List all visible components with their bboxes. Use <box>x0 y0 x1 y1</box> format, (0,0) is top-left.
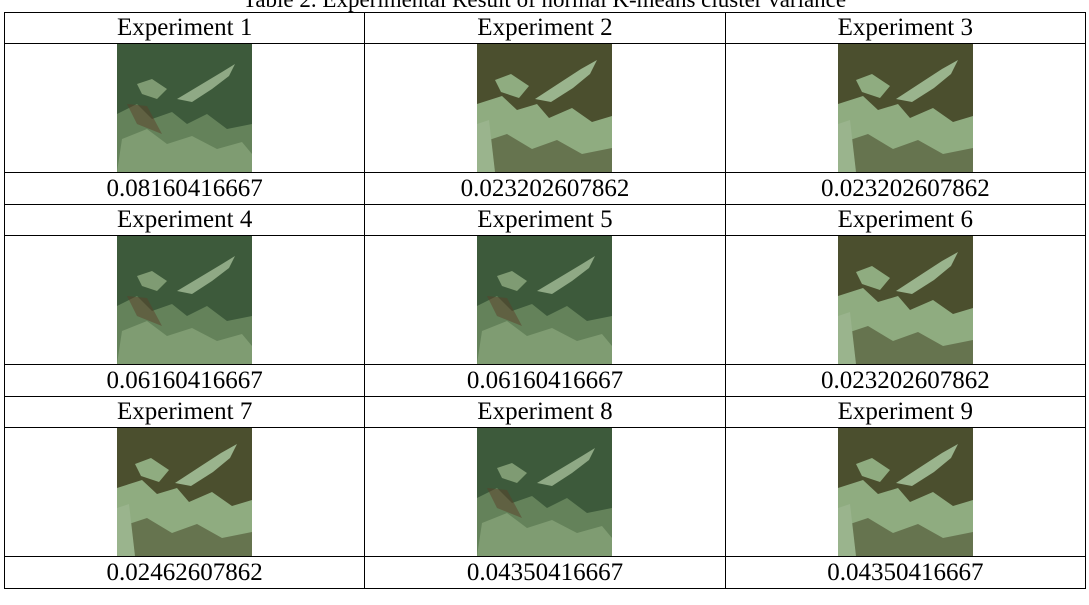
image-cell <box>364 427 726 557</box>
image-row <box>3 235 1087 365</box>
variance-value: 0.023202607862 <box>724 172 1087 205</box>
variance-value: 0.08160416667 <box>3 172 366 205</box>
cluster-image <box>477 236 613 364</box>
cluster-image <box>117 428 253 556</box>
value-row: 0.02462607862 0.04350416667 0.04350416667 <box>3 556 1087 589</box>
image-cell <box>3 427 366 557</box>
experiment-label: Experiment 7 <box>3 396 366 428</box>
experiment-label: Experiment 6 <box>724 204 1087 236</box>
label-row: Experiment 7 Experiment 8 Experiment 9 <box>3 396 1087 428</box>
variance-value: 0.06160416667 <box>364 364 726 397</box>
value-row: 0.06160416667 0.06160416667 0.023202607862 <box>3 364 1087 397</box>
variance-value: 0.02462607862 <box>3 556 366 589</box>
cluster-image <box>117 44 253 172</box>
image-cell <box>724 427 1087 557</box>
image-row <box>3 43 1087 173</box>
image-cell <box>3 235 366 365</box>
image-cell <box>724 43 1087 173</box>
experiment-label: Experiment 1 <box>3 12 366 44</box>
variance-value: 0.06160416667 <box>3 364 366 397</box>
experiment-label: Experiment 4 <box>3 204 366 236</box>
cluster-image <box>837 44 973 172</box>
cluster-image <box>837 236 973 364</box>
cluster-image <box>477 44 613 172</box>
experiment-label: Experiment 3 <box>724 12 1087 44</box>
experiment-label: Experiment 9 <box>724 396 1087 428</box>
image-row <box>3 427 1087 557</box>
value-row: 0.08160416667 0.023202607862 0.02320260786… <box>3 172 1087 205</box>
label-row: Experiment 4 Experiment 5 Experiment 6 <box>3 204 1087 236</box>
cluster-image <box>837 428 973 556</box>
table-title: Table 2. Experimental Result of normal K… <box>0 0 1089 13</box>
image-cell <box>724 235 1087 365</box>
variance-value: 0.023202607862 <box>724 364 1087 397</box>
experiment-label: Experiment 2 <box>364 12 726 44</box>
cluster-image <box>477 428 613 556</box>
variance-value: 0.023202607862 <box>364 172 726 205</box>
variance-value: 0.04350416667 <box>364 556 726 589</box>
variance-value: 0.04350416667 <box>724 556 1087 589</box>
cluster-image <box>117 236 253 364</box>
experiment-label: Experiment 8 <box>364 396 726 428</box>
image-cell <box>364 43 726 173</box>
label-row: Experiment 1 Experiment 2 Experiment 3 <box>3 12 1087 44</box>
image-cell <box>364 235 726 365</box>
experiment-label: Experiment 5 <box>364 204 726 236</box>
results-table: Experiment 1 Experiment 2 Experiment 3 0.08… <box>3 12 1087 589</box>
image-cell <box>3 43 366 173</box>
